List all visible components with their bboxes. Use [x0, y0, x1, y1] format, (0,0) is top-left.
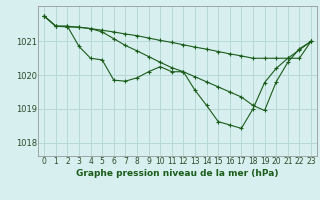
X-axis label: Graphe pression niveau de la mer (hPa): Graphe pression niveau de la mer (hPa): [76, 169, 279, 178]
